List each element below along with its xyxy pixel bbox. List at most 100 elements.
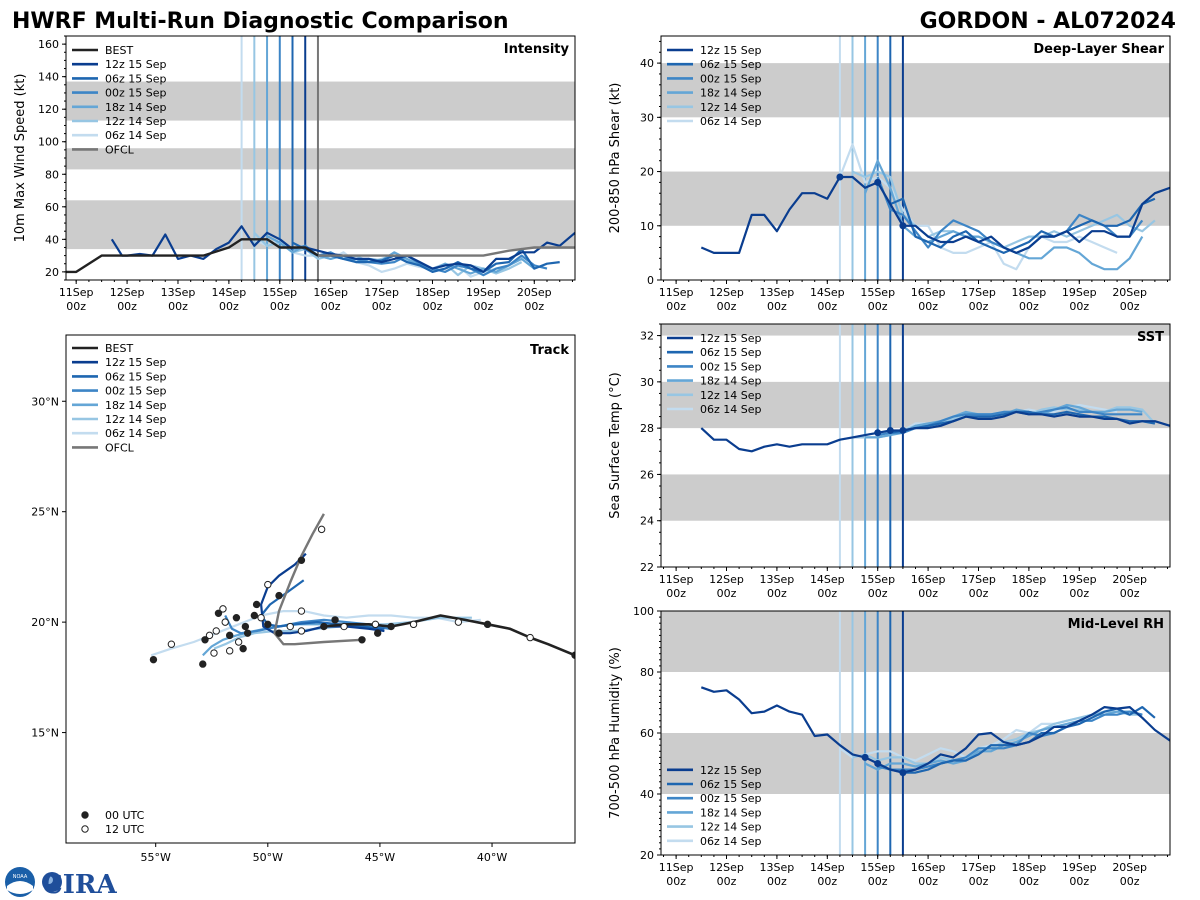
rh-band-1: [661, 611, 1170, 672]
track-point-12utc: [340, 622, 348, 631]
shear-xtick-label: 12Sep: [709, 286, 744, 299]
track-xtick-label: 40°W: [477, 851, 507, 864]
track-point-00utc: [225, 631, 234, 640]
sst-xtick-label: 14Sep: [810, 573, 845, 586]
sst-init-point: [886, 426, 894, 434]
track-marker-legend-swatch: [81, 811, 89, 819]
track-marker-legend-swatch: [81, 825, 89, 833]
shear-xtick-label: 00z: [1069, 300, 1089, 313]
rh-xtick-label: 19Sep: [1062, 861, 1097, 874]
shear-ylabel: 200-850 hPa Shear (kt): [608, 83, 623, 234]
track-xtick-label: 45°W: [365, 851, 395, 864]
track-point-00utc: [199, 660, 207, 668]
rh-xtick-label: 00z: [1069, 875, 1089, 888]
shear-title: Deep-Layer Shear: [1033, 42, 1164, 57]
shear-xtick-label: 15Sep: [860, 286, 895, 299]
intensity-legend-label: OFCL: [105, 143, 135, 156]
sst-init-point: [899, 426, 907, 434]
sst-legend-label: 00z 15 Sep: [700, 360, 762, 373]
shear-ytick-label: 30: [640, 111, 654, 124]
intensity-ytick-label: 80: [45, 168, 59, 181]
intensity-legend-label: 06z 15 Sep: [105, 72, 167, 85]
track-point-12utc: [205, 631, 214, 640]
intensity-ytick-label: 60: [45, 201, 59, 214]
noaa-wave-icon: [7, 881, 33, 894]
rh-title: Mid-Level RH: [1068, 617, 1164, 632]
sst-ylabel: Sea Surface Temp (°C): [608, 372, 623, 519]
intensity-legend-label: 18z 14 Sep: [105, 101, 167, 114]
track-point-00utc: [331, 616, 339, 624]
rh-legend-label: 18z 14 Sep: [700, 806, 762, 819]
intensity-xtick-label: 15Sep: [262, 286, 297, 299]
shear-legend-label: 00z 15 Sep: [700, 72, 762, 85]
shear-xtick-label: 00z: [1120, 300, 1140, 313]
track-point-12utc: [264, 580, 272, 589]
track-title: Track: [530, 343, 569, 358]
shear-ytick-label: 40: [640, 57, 654, 70]
cira-logo: NOAA CIRA: [5, 867, 117, 900]
sst-legend-label: 06z 15 Sep: [700, 346, 762, 359]
shear-xtick-label: 14Sep: [810, 286, 845, 299]
rh-legend-label: 12z 15 Sep: [700, 764, 762, 777]
shear-init-point: [836, 173, 844, 181]
intensity-xtick-label: 13Sep: [161, 286, 196, 299]
shear-legend-label: 18z 14 Sep: [700, 87, 762, 100]
track-point-12utc: [219, 605, 227, 613]
track-point-12utc: [297, 607, 306, 615]
shear-xtick-label: 00z: [817, 300, 837, 313]
intensity-ytick-label: 160: [38, 38, 59, 51]
sst-xtick-label: 00z: [1120, 587, 1140, 600]
rh-series-12z-15-sep: [700, 686, 1170, 774]
shear-xtick-label: 00z: [1019, 300, 1039, 313]
sst-ytick-label: 22: [640, 561, 654, 574]
intensity-xtick-label: 17Sep: [364, 286, 399, 299]
rh-xtick-label: 00z: [969, 875, 989, 888]
track-point-00utc: [358, 636, 366, 644]
sst-xtick-label: 00z: [868, 587, 888, 600]
track-point-12utc: [454, 618, 463, 626]
intensity-xtick-label: 00z: [372, 300, 392, 313]
intensity-xtick-label: 00z: [524, 300, 544, 313]
shear-plot-area: [661, 36, 1170, 280]
track-point-12utc: [371, 620, 380, 629]
track-point-12utc: [409, 620, 418, 629]
track-point-12utc: [225, 647, 234, 655]
intensity-panel: 2040608010012014016011Sep00z12Sep00z13Se…: [13, 35, 576, 313]
rh-xtick-label: 00z: [868, 875, 888, 888]
shear-xtick-label: 11Sep: [659, 286, 694, 299]
rh-xtick-label: 00z: [767, 875, 787, 888]
rh-legend-label: 06z 15 Sep: [700, 778, 762, 791]
track-xtick-label: 50°W: [253, 851, 283, 864]
intensity-ytick-label: 120: [38, 103, 59, 116]
rh-xtick-label: 17Sep: [961, 861, 996, 874]
sst-xtick-label: 00z: [1069, 587, 1089, 600]
noaa-logo-text: NOAA: [13, 874, 28, 880]
track-series-best: [323, 614, 575, 657]
track-point-00utc: [320, 622, 328, 631]
rh-xtick-label: 12Sep: [709, 861, 744, 874]
sst-legend-label: 12z 14 Sep: [700, 389, 762, 402]
track-point-00utc: [275, 629, 283, 637]
figure-title: HWRF Multi-Run Diagnostic Comparison: [12, 9, 509, 34]
track-point-12utc: [167, 640, 176, 648]
intensity-band-1: [66, 148, 575, 170]
intensity-legend-label: 12z 14 Sep: [105, 115, 167, 128]
track-point-00utc: [297, 556, 306, 564]
rh-panel: 2040608010011Sep00z12Sep00z13Sep00z14Sep…: [608, 605, 1171, 888]
sst-xtick-label: 00z: [666, 587, 686, 600]
sst-xtick-label: 00z: [1019, 587, 1039, 600]
sst-xtick-label: 13Sep: [760, 573, 795, 586]
shear-xtick-label: 00z: [868, 300, 888, 313]
rh-init-point: [899, 769, 907, 777]
track-frame: [65, 334, 576, 844]
sst-xtick-label: 00z: [918, 587, 938, 600]
rh-ytick-label: 80: [640, 666, 654, 679]
rh-ytick-label: 40: [640, 788, 654, 801]
rh-xtick-label: 18Sep: [1012, 861, 1047, 874]
intensity-xtick-label: 18Sep: [415, 286, 450, 299]
intensity-legend-label: 12z 15 Sep: [105, 58, 167, 71]
rh-xtick-label: 14Sep: [810, 861, 845, 874]
track-marker-legend-label: 12 UTC: [105, 823, 145, 836]
track-point-00utc: [214, 609, 223, 617]
